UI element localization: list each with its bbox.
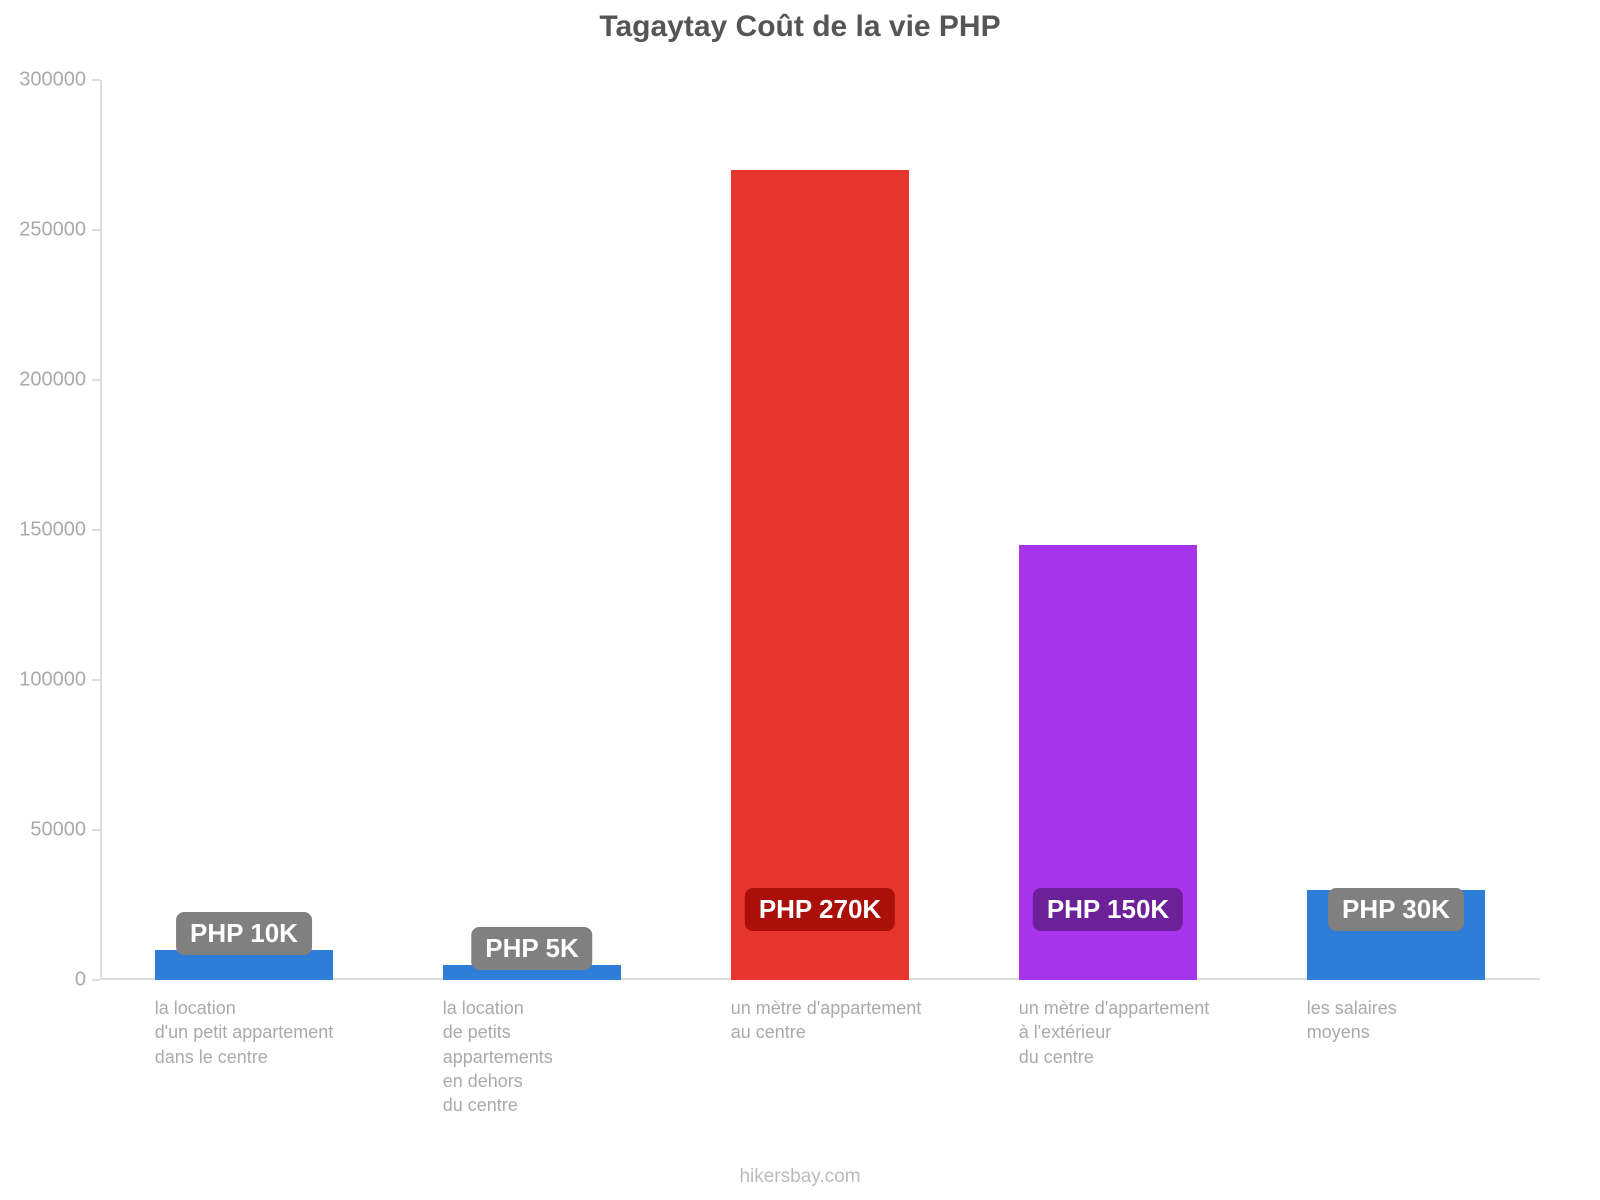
- credit-label: hikersbay.com: [0, 1166, 1600, 1188]
- category-label: les salaires moyens: [1307, 980, 1595, 1045]
- value-badge: PHP 5K: [471, 927, 592, 970]
- category-label: un mètre d'appartement au centre: [731, 980, 1019, 1045]
- plot-area: 050000100000150000200000250000300000PHP …: [100, 80, 1540, 980]
- y-tick-label: 300000: [19, 69, 100, 92]
- y-tick-label: 50000: [30, 819, 100, 842]
- y-axis: [100, 80, 102, 980]
- value-badge: PHP 10K: [176, 912, 312, 955]
- value-badge: PHP 30K: [1328, 888, 1464, 931]
- y-tick-label: 0: [75, 969, 100, 992]
- category-label: la location d'un petit appartement dans …: [155, 980, 443, 1069]
- bar: [731, 170, 910, 980]
- chart-title: Tagaytay Coût de la vie PHP: [0, 10, 1600, 44]
- cost-of-living-chart: Tagaytay Coût de la vie PHP 050000100000…: [0, 0, 1600, 1200]
- category-label: un mètre d'appartement à l'extérieur du …: [1019, 980, 1307, 1069]
- y-tick-label: 200000: [19, 369, 100, 392]
- value-badge: PHP 150K: [1033, 888, 1183, 931]
- y-tick-label: 100000: [19, 669, 100, 692]
- category-label: la location de petits appartements en de…: [443, 980, 731, 1117]
- value-badge: PHP 270K: [745, 888, 895, 931]
- y-tick-label: 250000: [19, 219, 100, 242]
- y-tick-label: 150000: [19, 519, 100, 542]
